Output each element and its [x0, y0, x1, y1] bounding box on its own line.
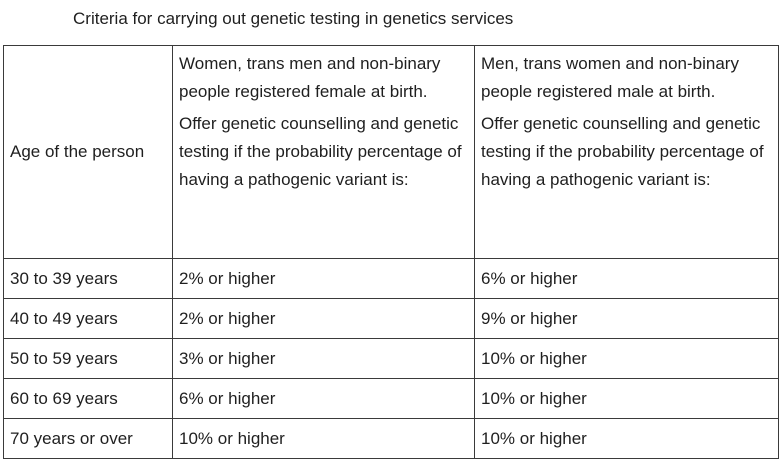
table-cell: 10% or higher — [474, 378, 779, 419]
table-cell: 6% or higher — [474, 258, 779, 299]
table-body: 30 to 39 years 2% or higher 6% or higher 40… — [3, 258, 779, 459]
table-cell: 3% or higher — [172, 338, 475, 379]
table-cell: 10% or higher — [172, 418, 475, 459]
table-cell: 6% or higher — [172, 378, 475, 419]
table-row: 40 to 49 years 2% or higher 9% or higher — [3, 298, 779, 339]
header-cell: Women, trans men and non-binary people r… — [172, 45, 475, 259]
header-cell: Age of the person — [3, 45, 173, 259]
header-text: Women, trans men and non-binary people r… — [179, 54, 441, 101]
table-head: Age of the person Women, trans men and no… — [3, 45, 779, 259]
table-cell: 30 to 39 years — [3, 258, 173, 299]
table-cell: 10% or higher — [474, 338, 779, 379]
table-row: 70 years or over 10% or higher 10% or high… — [3, 418, 779, 459]
table-row: 60 to 69 years 6% or higher 10% or higher — [3, 378, 779, 419]
header-text: Offer genetic counselling and genetic te… — [481, 114, 764, 189]
header-text: Men, trans women and non-binary people r… — [481, 54, 739, 101]
table-cell: 9% or higher — [474, 298, 779, 339]
table-cell: 70 years or over — [3, 418, 173, 459]
table-cell: 10% or higher — [474, 418, 779, 459]
table-cell: 40 to 49 years — [3, 298, 173, 339]
table-row: 50 to 59 years 3% or higher 10% or higher — [3, 338, 779, 379]
header-row: Age of the person Women, trans men and no… — [3, 45, 779, 259]
table-cell: 2% or higher — [172, 298, 475, 339]
table-cell: 60 to 69 years — [3, 378, 173, 419]
header-text: Offer genetic counselling and genetic te… — [179, 114, 462, 189]
table-cell: 2% or higher — [172, 258, 475, 299]
criteria-table: Age of the person Women, trans men and no… — [3, 45, 779, 459]
table-row: 30 to 39 years 2% or higher 6% or higher — [3, 258, 779, 299]
table-cell: 50 to 59 years — [3, 338, 173, 379]
header-cell: Men, trans women and non-binary people r… — [474, 45, 779, 259]
header-text: Age of the person — [10, 142, 145, 161]
table-caption: Criteria for carrying out genetic testin… — [73, 9, 514, 28]
